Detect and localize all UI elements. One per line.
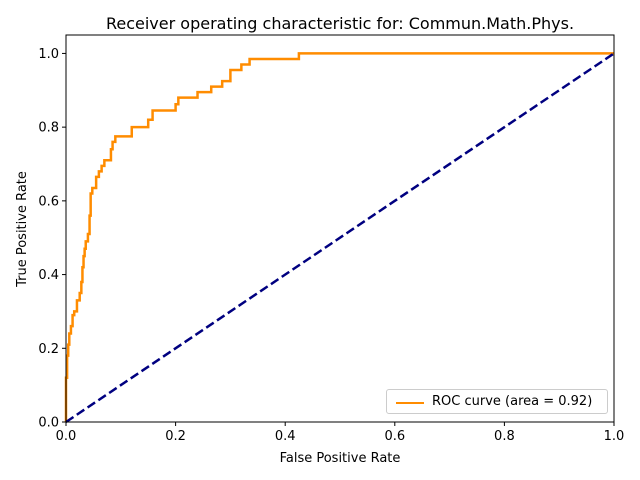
y-axis-label: True Positive Rate: [15, 171, 30, 288]
legend-roc-swatch: [396, 402, 424, 404]
series-layer: [64, 52, 615, 424]
plot-frame: [65, 34, 615, 423]
y-tick-label: 0.8: [38, 121, 59, 136]
plot-area: [66, 35, 614, 422]
chart-title: Receiver operating characteristic for: C…: [106, 14, 574, 33]
y-tick-label: 0.4: [38, 268, 59, 283]
x-tick-label: 1.0: [604, 429, 625, 444]
x-tick-label: 0.0: [56, 429, 77, 444]
x-axis-label: False Positive Rate: [280, 451, 401, 466]
x-axis-ticks: 0.0 0.2 0.4 0.6 0.8 1.0: [56, 422, 625, 444]
x-tick-label: 0.6: [384, 429, 405, 444]
x-tick-label: 0.8: [494, 429, 515, 444]
roc-curve-line: [64, 52, 614, 422]
chance-diagonal-line: [65, 52, 615, 424]
y-tick-label: 1.0: [38, 47, 59, 62]
y-tick-label: 0.6: [38, 194, 59, 209]
y-tick-label: 0.0: [38, 416, 59, 431]
y-axis-ticks: 0.0 0.2 0.4 0.6 0.8 1.0: [38, 47, 66, 431]
legend: ROC curve (area = 0.92): [386, 389, 608, 414]
legend-roc-label: ROC curve (area = 0.92): [432, 394, 593, 409]
x-tick-label: 0.2: [165, 429, 186, 444]
x-tick-label: 0.4: [275, 429, 296, 444]
y-tick-label: 0.2: [38, 342, 59, 357]
